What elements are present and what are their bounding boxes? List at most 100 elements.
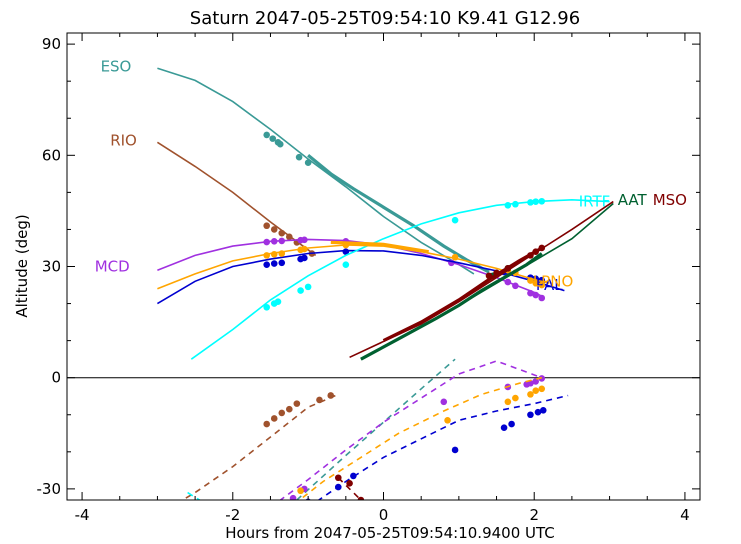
series-irtf-point [504,202,512,209]
y-tick-label: 0 [51,369,61,387]
series-mso-point [357,496,365,500]
series-eso-point [304,159,312,167]
series-mcd-point [532,378,540,385]
series-pal-point [263,261,270,268]
series-irtf-point [304,283,312,291]
series-rio-point [278,229,286,237]
series-label-mso: MSO [653,191,687,209]
series-rio-point [286,405,293,413]
x-axis-title: Hours from 2047-05-25T09:54:10.9400 UTC [225,524,555,542]
series-irtf-point [532,198,540,205]
series-lpno-point [512,394,519,402]
series-lpno-point [444,417,451,424]
series-rio-point [270,415,278,422]
series-mcd-point [263,238,270,246]
series-mso-point [504,265,512,272]
series-label-rio: RIO [110,131,137,149]
series-eso-point [269,135,277,142]
series-mso-observed [382,246,543,343]
series-group [67,67,700,511]
series-rio-point [270,226,278,233]
series-mcd-point [538,294,546,302]
series-rio-point [286,233,293,241]
series-rio-point [263,420,270,428]
series-pal-point [500,424,508,432]
series-mcd-point [527,289,534,297]
series-mcd-point [301,236,308,244]
series-pal-point [539,407,547,414]
series-mcd-point [504,278,512,286]
x-tick-label: 0 [379,506,389,524]
series-mcd-point [278,237,286,245]
y-tick-label: 60 [42,146,61,164]
series-eso-line [157,67,475,275]
series-eso-point [263,131,270,139]
series-pal-point [451,446,459,454]
series-eso-point [276,140,284,148]
series-label-mcd: MCD [95,258,130,276]
series-rio-point [278,409,286,417]
series-mcd-point [440,398,448,406]
series-lpno-point [527,277,534,284]
series-mso-point [485,272,493,280]
series-mcd-point [289,494,297,500]
series-irtf-point [342,261,350,268]
series-lpno-point [263,252,270,259]
series-lpno-below-horizon [298,376,542,500]
series-pal-point [350,472,357,480]
series-rio-point [316,396,323,404]
series-pal-point [534,408,542,416]
series-mcd-below-horizon [279,360,543,500]
series-mso-point [346,480,353,487]
x-tick-label: 4 [680,506,690,524]
plot-area: ESO RIO MCD PAL IRTF LPNO AAT MSO -4 -2 0 2 4 -30 0 30 6… [37,32,701,524]
series-mso-point [334,474,342,482]
series-lpno-point [527,391,534,398]
series-lpno-point [451,253,459,261]
series-lpno-point [270,250,278,258]
series-irtf-point [527,199,534,206]
series-pal-below-horizon [317,394,569,500]
series-lpno-point [342,241,350,249]
series-lpno-point [532,387,540,394]
series-eso-below-horizon [296,358,456,500]
series-label-aat: AAT [618,191,648,209]
series-mso-point [532,248,540,255]
series-irtf-point [451,216,459,224]
series-pal-point [301,254,308,262]
series-label-lpno: LPNO [533,272,573,290]
series-irtf-point [538,197,546,205]
series-pal-point [527,411,534,419]
series-mcd-point [512,282,519,290]
series-pal-point [342,248,350,255]
series-eso-observed [307,154,490,274]
series-mso-line [349,200,614,359]
y-tick-label: 90 [42,35,61,53]
series-eso-point [295,153,303,161]
series-rio-below-horizon [180,393,339,500]
series-label-pal: PAL [536,276,563,294]
series-pal-point [334,483,342,491]
series-label-irtf: IRTF [579,193,611,211]
series-lpno-point [538,385,546,393]
series-mso-point [493,269,500,277]
y-axis-title: Altitude (deg) [13,214,31,317]
series-lpno-point [267,504,274,511]
series-lpno-point [301,245,308,253]
series-rio-point [327,392,335,399]
chart-title: Saturn 2047-05-25T09:54:10 K9.41 G12.96 [190,8,580,29]
series-lpno-point [504,398,512,406]
series-irtf-point [263,303,270,311]
series-mso-point [527,252,534,259]
y-tick-label: -30 [37,480,62,498]
series-aat-observed [360,252,543,361]
series-mcd-point [270,237,278,245]
series-mso-below-horizon [337,477,362,500]
x-tick-label: -2 [225,506,240,524]
x-tick-label: -4 [75,506,90,524]
series-mso-point [538,244,546,252]
series-irtf-point [297,287,304,294]
series-rio-line [156,141,317,257]
